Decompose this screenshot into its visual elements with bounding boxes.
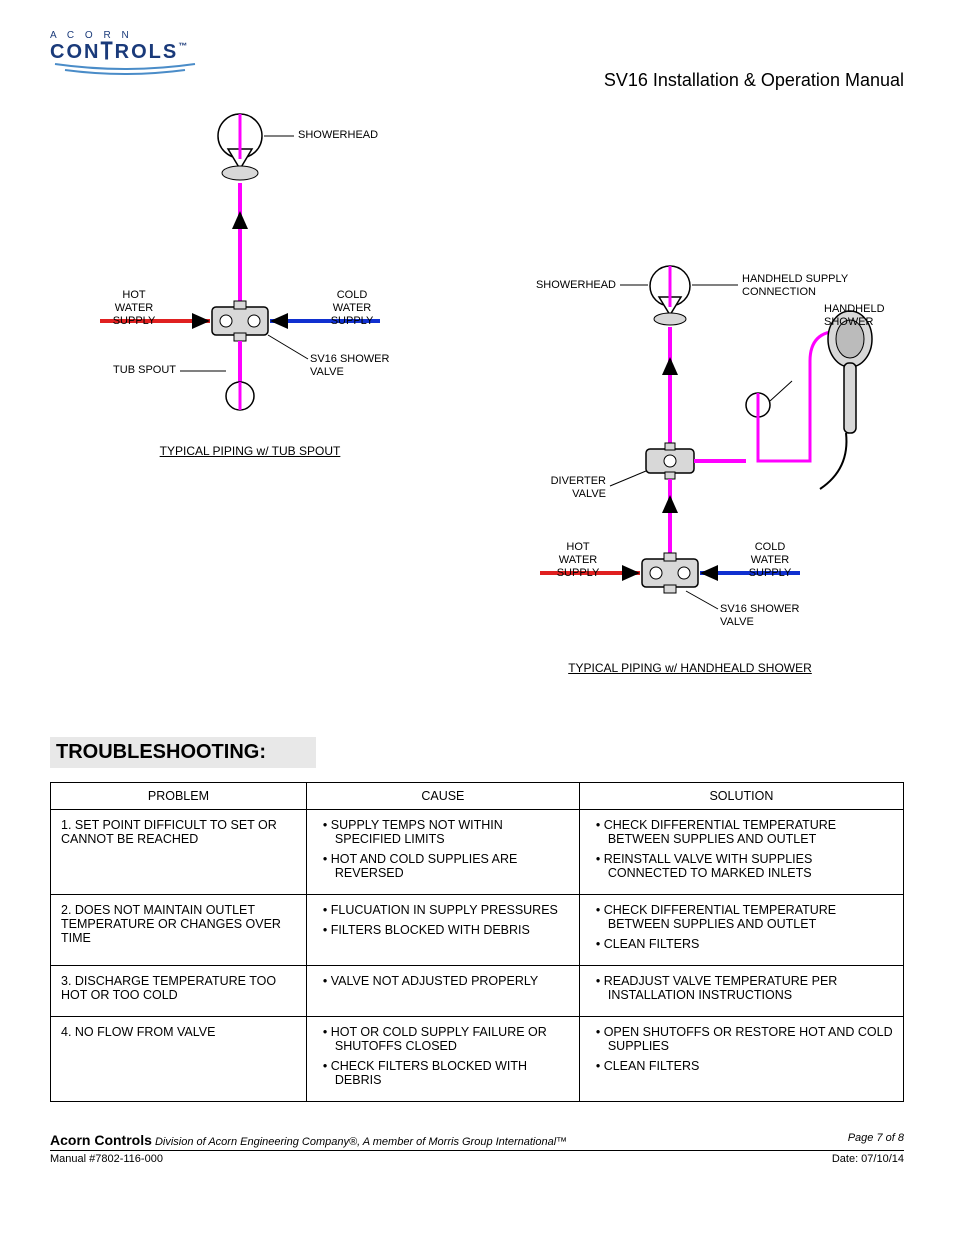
troubleshooting-table: PROBLEM CAUSE SOLUTION 1. SET POINT DIFF… [50, 782, 904, 1102]
label-showerhead: SHOWERHEAD [298, 129, 378, 142]
label-cold: COLD WATER SUPPLY [322, 289, 382, 329]
label-valve: SV16 SHOWER VALVE [310, 353, 410, 379]
logo: A C O R N CONTROLS™ [50, 30, 200, 83]
footer-manual: Manual #7802-116-000 [50, 1153, 163, 1165]
table-row: 4. NO FLOW FROM VALVEHOT OR COLD SUPPLY … [51, 1017, 904, 1102]
label-diverter: DIVERTER VALVE [540, 475, 606, 501]
footer-date: Date: 07/10/14 [832, 1153, 904, 1165]
cell-solution: READJUST VALVE TEMPERATURE PER INSTALLAT… [579, 966, 903, 1017]
footer-page: Page 7 of 8 [848, 1132, 904, 1148]
logo-top: A C O R N [50, 30, 200, 41]
cell-solution: OPEN SHUTOFFS OR RESTORE HOT AND COLD SU… [579, 1017, 903, 1102]
table-header-row: PROBLEM CAUSE SOLUTION [51, 783, 904, 810]
section-title: TROUBLESHOOTING: [50, 737, 316, 768]
label-hh-shower: HANDHELD SHOWER [824, 303, 904, 329]
label-tub-spout: TUB SPOUT [106, 364, 176, 377]
col-solution: SOLUTION [579, 783, 903, 810]
cell-cause: VALVE NOT ADJUSTED PROPERLY [306, 966, 579, 1017]
cell-solution: CHECK DIFFERENTIAL TEMPERATURE BETWEEN S… [579, 810, 903, 895]
cell-problem: 1. SET POINT DIFFICULT TO SET OR CANNOT … [51, 810, 307, 895]
caption-right: TYPICAL PIPING w/ HANDHEALD SHOWER [550, 661, 830, 675]
cell-problem: 3. DISCHARGE TEMPERATURE TOO HOT OR TOO … [51, 966, 307, 1017]
diagram-tub-spout: SHOWERHEAD HOT WATER SUPPLY COLD WATER S… [70, 111, 450, 511]
table-row: 1. SET POINT DIFFICULT TO SET OR CANNOT … [51, 810, 904, 895]
footer-company-line: Acorn Controls Division of Acorn Enginee… [50, 1132, 567, 1148]
col-cause: CAUSE [306, 783, 579, 810]
diagram-handheld: SHOWERHEAD HANDHELD SUPPLY CONNECTION HA… [470, 261, 910, 711]
document-title: SV16 Installation & Operation Manual [604, 70, 904, 91]
page-footer: Acorn Controls Division of Acorn Enginee… [50, 1132, 904, 1165]
label-showerhead-r: SHOWERHEAD [526, 279, 616, 292]
page-header: A C O R N CONTROLS™ SV16 Installation & … [50, 30, 904, 91]
col-problem: PROBLEM [51, 783, 307, 810]
label-cold-r: COLD WATER SUPPLY [740, 541, 800, 581]
cell-problem: 4. NO FLOW FROM VALVE [51, 1017, 307, 1102]
label-hot-r: HOT WATER SUPPLY [548, 541, 608, 581]
label-hot: HOT WATER SUPPLY [104, 289, 164, 329]
cell-problem: 2. DOES NOT MAINTAIN OUTLET TEMPERATURE … [51, 895, 307, 966]
cell-cause: HOT OR COLD SUPPLY FAILURE OR SHUTOFFS C… [306, 1017, 579, 1102]
label-valve-r: SV16 SHOWER VALVE [720, 603, 820, 629]
diagrams-area: SHOWERHEAD HOT WATER SUPPLY COLD WATER S… [50, 111, 904, 731]
cell-solution: CHECK DIFFERENTIAL TEMPERATURE BETWEEN S… [579, 895, 903, 966]
table-row: 3. DISCHARGE TEMPERATURE TOO HOT OR TOO … [51, 966, 904, 1017]
table-row: 2. DOES NOT MAINTAIN OUTLET TEMPERATURE … [51, 895, 904, 966]
cell-cause: FLUCUATION IN SUPPLY PRESSURESFILTERS BL… [306, 895, 579, 966]
label-hh-conn: HANDHELD SUPPLY CONNECTION [742, 273, 882, 299]
logo-bottom: CONTROLS™ [50, 41, 200, 64]
cell-cause: SUPPLY TEMPS NOT WITHIN SPECIFIED LIMITS… [306, 810, 579, 895]
